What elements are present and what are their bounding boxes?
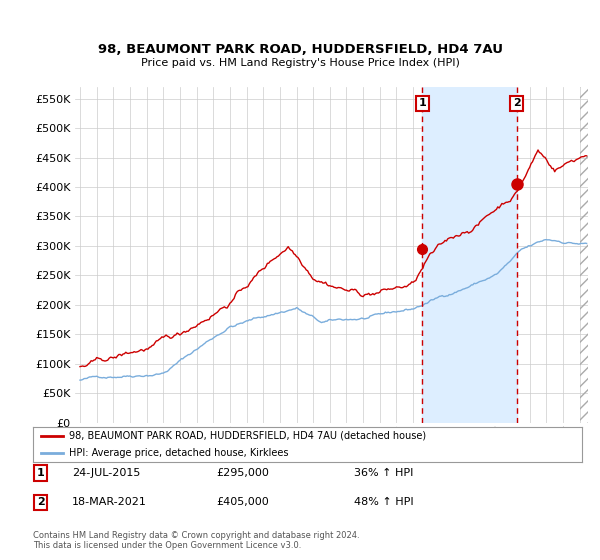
Text: 36% ↑ HPI: 36% ↑ HPI bbox=[354, 468, 413, 478]
Text: 2: 2 bbox=[512, 99, 520, 108]
Text: 48% ↑ HPI: 48% ↑ HPI bbox=[354, 497, 413, 507]
Text: 98, BEAUMONT PARK ROAD, HUDDERSFIELD, HD4 7AU (detached house): 98, BEAUMONT PARK ROAD, HUDDERSFIELD, HD… bbox=[68, 431, 426, 441]
Text: HPI: Average price, detached house, Kirklees: HPI: Average price, detached house, Kirk… bbox=[68, 448, 288, 458]
Text: 18-MAR-2021: 18-MAR-2021 bbox=[72, 497, 147, 507]
Bar bbox=[580, 87, 588, 423]
Bar bbox=[422, 87, 517, 423]
Text: 1: 1 bbox=[37, 468, 44, 478]
Text: £405,000: £405,000 bbox=[216, 497, 269, 507]
Text: 24-JUL-2015: 24-JUL-2015 bbox=[72, 468, 140, 478]
Text: 2: 2 bbox=[37, 497, 44, 507]
Text: 1: 1 bbox=[419, 99, 427, 108]
Text: Contains HM Land Registry data © Crown copyright and database right 2024.
This d: Contains HM Land Registry data © Crown c… bbox=[33, 530, 359, 550]
Text: Price paid vs. HM Land Registry's House Price Index (HPI): Price paid vs. HM Land Registry's House … bbox=[140, 58, 460, 68]
Text: £295,000: £295,000 bbox=[216, 468, 269, 478]
Text: 98, BEAUMONT PARK ROAD, HUDDERSFIELD, HD4 7AU: 98, BEAUMONT PARK ROAD, HUDDERSFIELD, HD… bbox=[97, 43, 503, 56]
